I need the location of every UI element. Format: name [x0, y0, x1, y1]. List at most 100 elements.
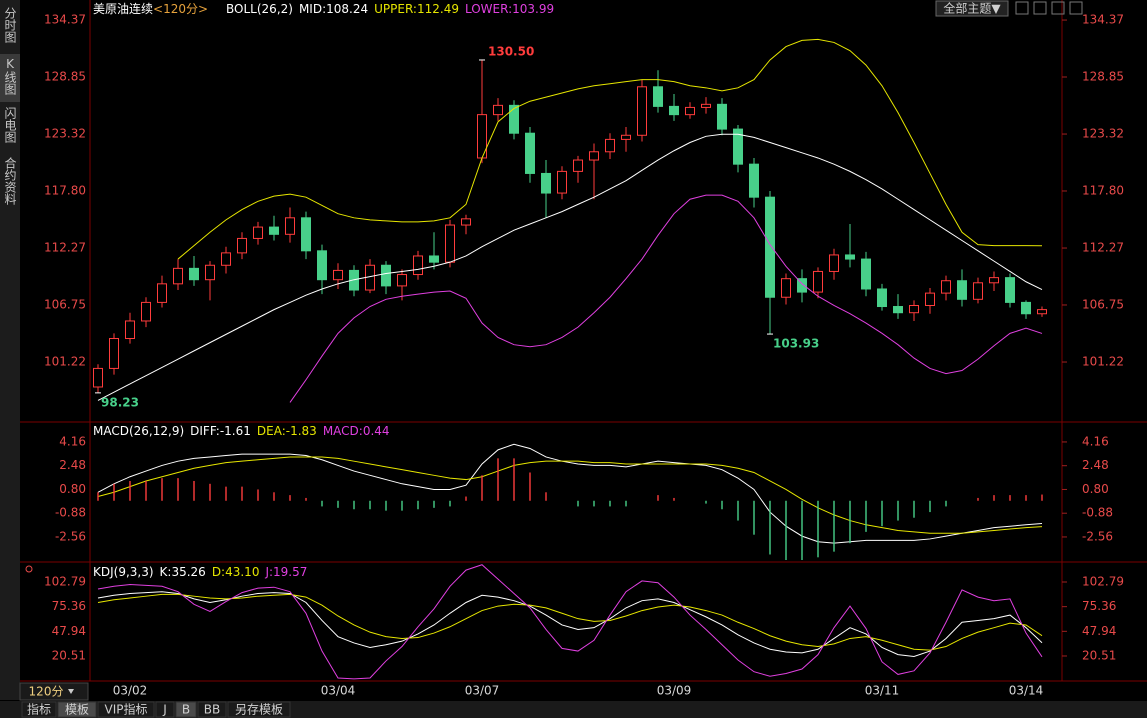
y-tick-label-right: 20.51 [1082, 648, 1116, 662]
y-tick-label-left: 106.75 [44, 297, 86, 311]
legend-entry: DEA:-1.83 [257, 424, 317, 438]
candle-body [813, 270, 823, 293]
bottom-tab-box[interactable] [197, 701, 227, 718]
window-icon[interactable] [1069, 1, 1083, 15]
y-tick-label-right: 0.80 [1082, 482, 1109, 496]
window-icon[interactable] [1015, 1, 1029, 15]
candle-body [573, 159, 583, 172]
panel-plot [97, 443, 1043, 560]
y-tick-label-right: 123.32 [1082, 127, 1124, 141]
x-tick-label: 03/04 [321, 684, 356, 698]
indicator-line [97, 591, 1043, 657]
panel-header: KDJ(9,3,3) K:35.26 D:43.10 J:19.57 [93, 565, 307, 579]
x-tick-label: 03/09 [657, 684, 692, 698]
y-tick-label-right: 117.80 [1082, 183, 1124, 197]
candle-body [189, 267, 199, 281]
bottom-tab-box[interactable] [57, 701, 97, 718]
legend-entry: K:35.26 [160, 565, 206, 579]
candle-body [237, 237, 247, 254]
period-selector[interactable]: 120分 [29, 685, 64, 699]
indicator-name: BOLL(26,2) [226, 2, 293, 16]
window-icon[interactable] [1051, 1, 1065, 15]
candle-body [1005, 277, 1015, 303]
period-selector-box[interactable] [19, 682, 89, 701]
bottom-tab[interactable]: 指标 [27, 702, 51, 717]
panel-plot [97, 564, 1043, 680]
bottom-tab[interactable]: B [182, 703, 190, 717]
legend-entry: D:43.10 [212, 565, 260, 579]
y-tick-label-left: 134.37 [44, 13, 86, 27]
bottom-tab[interactable]: BB [204, 703, 220, 717]
y-tick-label-left: 102.79 [44, 574, 86, 588]
period-label[interactable]: <120分> [153, 2, 208, 16]
candle-body [221, 252, 231, 266]
bottom-tab[interactable]: 模板 [65, 703, 89, 717]
dropdown-arrow [68, 689, 74, 694]
candle-body [941, 280, 951, 294]
y-tick-label-right: 102.79 [1082, 574, 1124, 588]
candle-body [717, 103, 727, 130]
theme-button[interactable]: 全部主题▼ [943, 1, 1001, 16]
y-tick-label-left: 112.27 [44, 241, 86, 255]
candle-body [893, 306, 903, 314]
candle-body [685, 106, 695, 116]
candle-body [1021, 301, 1031, 315]
candle-body [349, 269, 359, 291]
y-tick-label-left: 2.48 [59, 458, 86, 472]
candle-body [749, 163, 759, 198]
candle-body [765, 196, 775, 298]
indicator-line [97, 564, 1043, 680]
candle-body [285, 217, 295, 235]
side-tab[interactable]: 闪电图 [3, 107, 17, 143]
side-tab-active-bg [0, 54, 20, 102]
candle-body [957, 280, 967, 300]
candle-body [669, 105, 679, 116]
instrument-title: 美原油连续 [93, 1, 153, 16]
bottom-tab[interactable]: VIP指标 [105, 702, 148, 717]
candle-body [653, 86, 663, 107]
bottom-tab-box[interactable] [21, 701, 57, 718]
candle-body [413, 255, 423, 276]
indicator-line [97, 443, 1043, 544]
candle-body [253, 226, 263, 239]
candle-body [621, 134, 631, 140]
y-tick-label-right: 75.36 [1082, 599, 1116, 613]
window-icon[interactable] [1033, 1, 1047, 15]
bottom-tab-box[interactable] [155, 701, 175, 718]
candle-body [525, 132, 535, 174]
high-annotation: 130.50 [488, 44, 534, 58]
candle-body [605, 138, 615, 153]
y-tick-label-left: 47.94 [52, 624, 86, 638]
bottom-tab-box[interactable] [97, 701, 155, 718]
side-tab[interactable]: 合约资料 [3, 156, 17, 205]
side-tab[interactable]: 分时图 [3, 7, 17, 43]
indicator-line [289, 194, 1043, 403]
candle-body [269, 226, 279, 235]
bottom-tab[interactable]: 另存模板 [235, 703, 283, 717]
candle-body [701, 103, 711, 108]
candle-body [93, 367, 103, 388]
y-tick-label-left: 128.85 [44, 69, 86, 83]
y-tick-label-left: 75.36 [52, 599, 86, 613]
candle-body [509, 104, 519, 134]
bottom-tab-box[interactable] [175, 701, 197, 718]
y-tick-label-right: 106.75 [1082, 297, 1124, 311]
y-tick-label-left: 20.51 [52, 648, 86, 662]
y-tick-label-right: 112.27 [1082, 241, 1124, 255]
bottom-tab[interactable]: J [162, 703, 167, 717]
candle-body [733, 128, 743, 165]
candle-body [829, 254, 839, 272]
bottom-tab-box[interactable] [227, 701, 291, 718]
candle-body [557, 170, 567, 194]
low-annotation: 98.23 [101, 395, 139, 409]
theme-button-box[interactable] [935, 0, 1009, 17]
candle-body [1037, 309, 1047, 315]
candle-body [461, 218, 471, 226]
side-tab[interactable]: K线图 [3, 57, 17, 95]
y-tick-label-left: 4.16 [59, 434, 86, 448]
panel-plot [93, 38, 1047, 403]
y-tick-label-right: 101.22 [1082, 355, 1124, 369]
kdj-icon [25, 565, 33, 573]
legend-entry: MID:108.24 [299, 2, 368, 16]
